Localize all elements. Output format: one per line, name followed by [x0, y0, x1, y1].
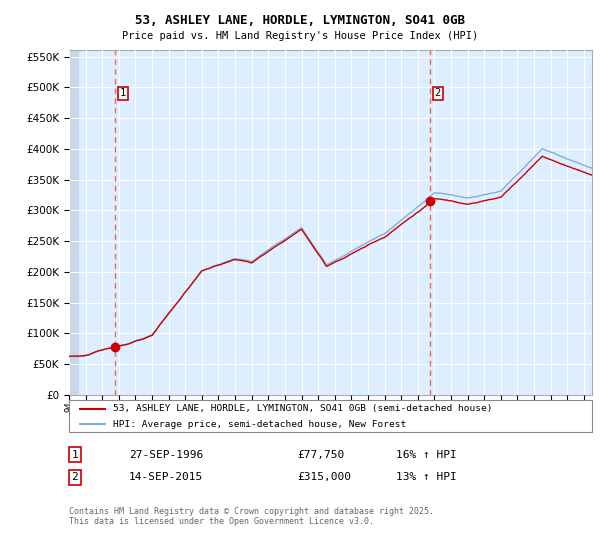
Text: £77,750: £77,750	[297, 450, 344, 460]
Text: 1: 1	[119, 88, 126, 99]
Text: Contains HM Land Registry data © Crown copyright and database right 2025.
This d: Contains HM Land Registry data © Crown c…	[69, 507, 434, 526]
Text: 2: 2	[71, 472, 79, 482]
Text: 53, ASHLEY LANE, HORDLE, LYMINGTON, SO41 0GB (semi-detached house): 53, ASHLEY LANE, HORDLE, LYMINGTON, SO41…	[113, 404, 493, 413]
Text: 53, ASHLEY LANE, HORDLE, LYMINGTON, SO41 0GB: 53, ASHLEY LANE, HORDLE, LYMINGTON, SO41…	[135, 14, 465, 27]
Bar	[69, 50, 79, 395]
Text: 2: 2	[434, 88, 441, 99]
Text: 14-SEP-2015: 14-SEP-2015	[129, 472, 203, 482]
Text: 27-SEP-1996: 27-SEP-1996	[129, 450, 203, 460]
Text: Price paid vs. HM Land Registry's House Price Index (HPI): Price paid vs. HM Land Registry's House …	[122, 31, 478, 41]
Text: 16% ↑ HPI: 16% ↑ HPI	[396, 450, 457, 460]
Text: £315,000: £315,000	[297, 472, 351, 482]
Text: 13% ↑ HPI: 13% ↑ HPI	[396, 472, 457, 482]
Text: HPI: Average price, semi-detached house, New Forest: HPI: Average price, semi-detached house,…	[113, 419, 407, 429]
FancyBboxPatch shape	[69, 400, 592, 432]
Text: 1: 1	[71, 450, 79, 460]
